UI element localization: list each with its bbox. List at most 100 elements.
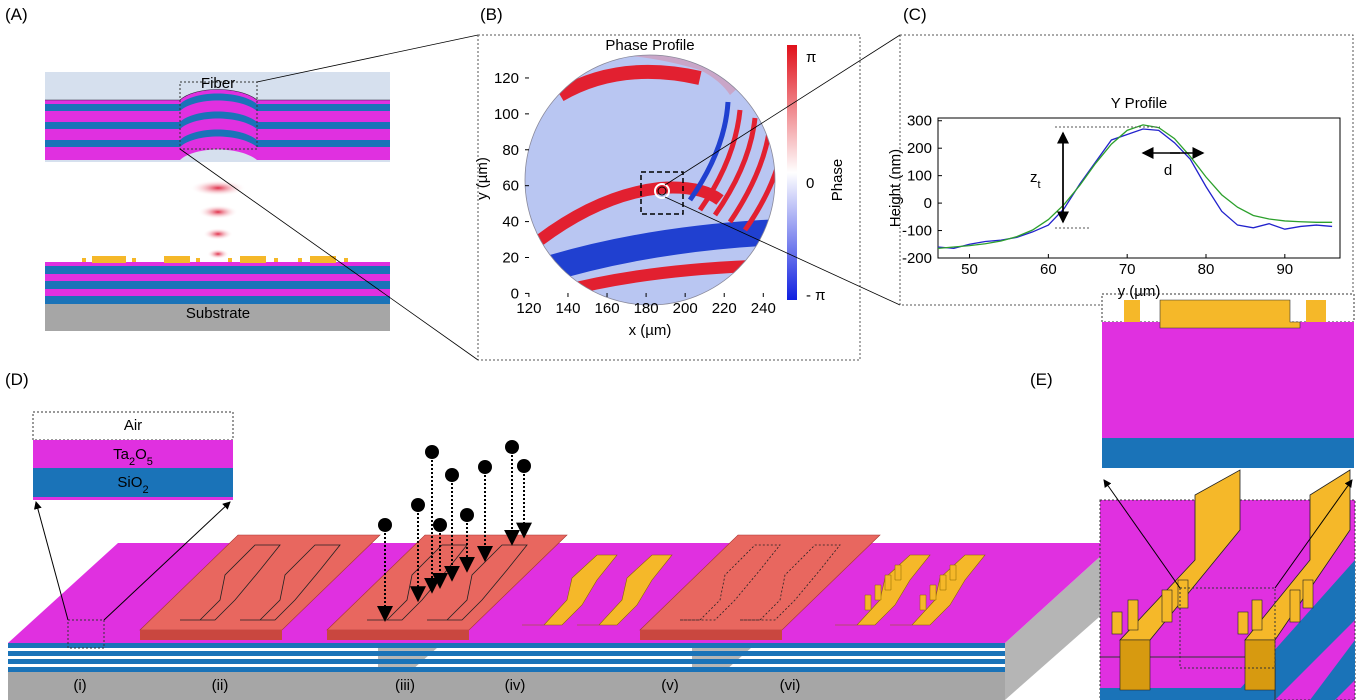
- slab-layer: [322, 667, 692, 672]
- panel-e-part: [1102, 438, 1354, 468]
- panel-a-part: [82, 256, 348, 263]
- panel-a-part-part: [132, 258, 136, 262]
- x-tick-label: 90: [1276, 261, 1293, 278]
- panel-d: Air Ta2O5 SiO2 (i) (ii) (iii) (iv) (v) (vi): [8, 411, 1115, 700]
- y-tick-label: 100: [907, 168, 932, 185]
- panel-c-part: [899, 34, 1354, 306]
- panel-b-part-part: [541, 219, 775, 283]
- panel-e-part: [1102, 322, 1354, 438]
- x-tick-label: 200: [673, 300, 698, 317]
- panel-a-part: [256, 34, 479, 83]
- panel-d-part: [33, 468, 233, 497]
- panel-a-part: [45, 296, 390, 304]
- slab-layer: [635, 659, 1005, 664]
- layer-label: Ta2O5: [113, 446, 153, 468]
- particle: [433, 518, 447, 532]
- panel-c: [899, 34, 1354, 306]
- gold-pillar: [919, 594, 927, 611]
- panel-e-part: [1124, 300, 1140, 322]
- step-label: (v): [661, 677, 679, 694]
- series-line: [937, 124, 1333, 250]
- substrate-label: Substrate: [186, 305, 250, 322]
- x-tick-label: 220: [712, 300, 737, 317]
- x-axis-label: y (µm): [1118, 283, 1161, 300]
- x-tick-label: 240: [751, 300, 776, 317]
- slab-layer: [322, 659, 692, 664]
- panel-a: Fiber Substrate: [45, 34, 479, 361]
- panel-e-part: [1244, 639, 1276, 691]
- gold-waveguide: [522, 554, 618, 626]
- y-tick-label: -200: [902, 250, 932, 267]
- y-axis-label: y (µm): [474, 157, 491, 200]
- resist-front: [140, 630, 282, 640]
- particle: [425, 445, 439, 459]
- panel-a-part-part: [164, 256, 190, 263]
- panel-a-part: [190, 180, 246, 196]
- subscript: t: [1038, 179, 1041, 191]
- panel-d-part: [33, 501, 69, 621]
- panel-b-part: [664, 196, 901, 306]
- x-tick-label: 120: [516, 300, 541, 317]
- panel-e-part-part: [1127, 599, 1139, 631]
- y-tick-label: 120: [494, 70, 519, 87]
- gold-pillar: [894, 564, 902, 581]
- panel-a-part: [45, 129, 390, 147]
- text-segment: Air: [124, 417, 142, 434]
- y-tick-label: 40: [502, 214, 519, 231]
- panel-b-part: [524, 54, 776, 306]
- panel-e-part: [1100, 688, 1270, 700]
- slab-layer: [635, 667, 1005, 672]
- particle: [517, 459, 531, 473]
- fiber-label: Fiber: [201, 75, 235, 92]
- panel-b: [477, 34, 901, 361]
- layer-label: SiO2: [117, 474, 148, 496]
- resist-front: [640, 630, 782, 640]
- panel-d-part: [33, 497, 233, 500]
- gold-pillar: [864, 594, 872, 611]
- y-tick-label: 80: [502, 142, 519, 159]
- opening: [680, 544, 781, 621]
- panel-e-part: [1111, 579, 1314, 635]
- panel-e-part: [1306, 300, 1326, 322]
- panel-b-part: [664, 34, 901, 186]
- slab-layer: [322, 651, 692, 656]
- charts: 120 140 160 180 200 220 240 0 20 40 60 80 100 120 Phas…: [474, 37, 1341, 339]
- gold-pillar: [884, 574, 892, 591]
- slab-side: [1005, 543, 1115, 700]
- step-label: (vi): [780, 677, 801, 694]
- particle: [460, 508, 474, 522]
- panel-label: (D): [5, 370, 29, 389]
- panel-b-part: [657, 186, 667, 196]
- height-annotation: zt: [1030, 169, 1041, 191]
- y-tick-label: 0: [511, 285, 519, 302]
- gold-pillar: [939, 574, 947, 591]
- y-tick-label: 100: [494, 106, 519, 123]
- panel-e-part: [1310, 640, 1355, 700]
- chart-title: Phase Profile: [605, 37, 694, 54]
- step-label: (ii): [212, 677, 229, 694]
- panel-b-part: [787, 45, 797, 300]
- gold-waveguide: [577, 554, 673, 626]
- y-tick-label: 200: [907, 140, 932, 157]
- panel-a-part: [203, 228, 233, 240]
- gold-pillar: [874, 584, 882, 601]
- subscript: 2: [129, 456, 135, 468]
- slab-substrate: [635, 672, 1005, 700]
- slab-layer: [8, 659, 378, 664]
- panel-e-part-part: [1161, 589, 1173, 623]
- panel-d-part: [32, 411, 234, 441]
- gold-pillar: [949, 564, 957, 581]
- panel-b-part-part: [697, 109, 743, 212]
- panel-b-part: [640, 171, 684, 215]
- panel-a-part-part: [196, 258, 200, 262]
- panel-b-part-part: [687, 101, 731, 202]
- panel-d-part: [67, 619, 105, 649]
- step-label: (i): [73, 677, 86, 694]
- y-axis-label: Height (nm): [887, 149, 904, 227]
- slabs: (i) (ii) (iii) (iv) (v) (vi): [8, 440, 1115, 700]
- panel-label: (A): [5, 5, 28, 24]
- panel-a-part-part: [344, 258, 348, 262]
- panel-b-part-part: [742, 131, 775, 232]
- x-tick-label: 140: [555, 300, 580, 317]
